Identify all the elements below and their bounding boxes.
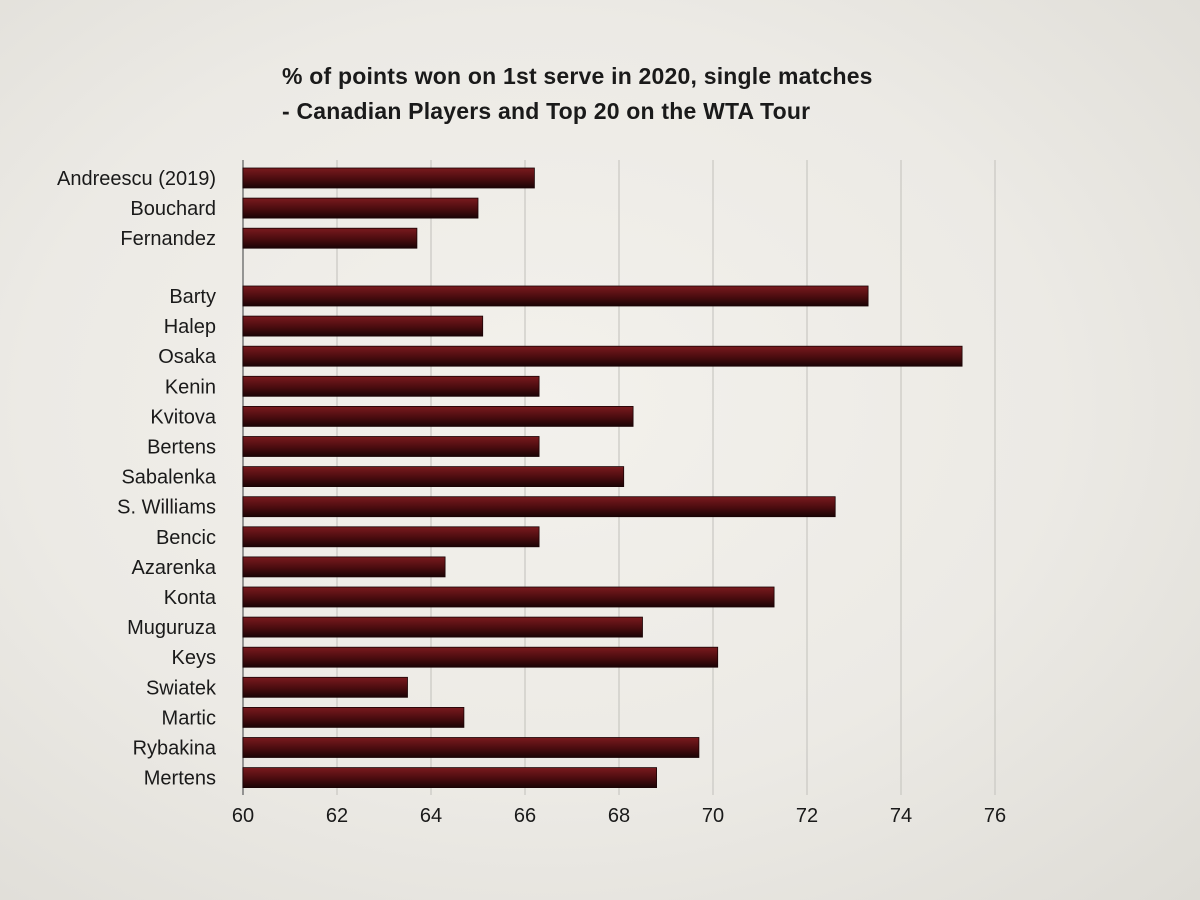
chart-title-line-2: - Canadian Players and Top 20 on the WTA… xyxy=(282,98,811,124)
x-tick-label: 72 xyxy=(796,805,818,827)
bar-halep xyxy=(242,315,484,337)
bar-barty xyxy=(242,285,869,307)
bar-keys xyxy=(242,646,719,668)
x-tick-label: 62 xyxy=(326,805,348,827)
bar-konta xyxy=(242,586,775,608)
category-label: Muguruza xyxy=(127,617,217,639)
category-label: Kvitova xyxy=(150,406,216,428)
bar-bencic xyxy=(242,526,540,548)
category-label: Rybakina xyxy=(133,738,217,760)
bar-sabalenka xyxy=(242,466,625,488)
bar-fernandez xyxy=(242,227,418,249)
x-tick-label: 74 xyxy=(890,805,912,827)
x-tick-label: 64 xyxy=(420,805,442,827)
category-label: S. Williams xyxy=(117,497,216,519)
category-label: Bencic xyxy=(156,527,216,549)
x-tick-label: 68 xyxy=(608,805,630,827)
category-label: Bertens xyxy=(147,437,216,459)
category-label: Fernandez xyxy=(120,228,216,250)
category-label: Barty xyxy=(169,286,216,308)
x-tick-label: 76 xyxy=(984,805,1006,827)
bar-mertens xyxy=(242,767,658,788)
category-label: Halep xyxy=(164,316,216,338)
category-label: Sabalenka xyxy=(121,467,216,489)
category-label: Andreescu (2019) xyxy=(57,168,216,190)
bar-bouchard xyxy=(242,197,479,219)
bar-s-williams xyxy=(242,496,836,518)
bar-azarenka xyxy=(242,556,446,578)
bar-bertens xyxy=(242,436,540,457)
bar-osaka xyxy=(242,345,963,367)
category-label: Keys xyxy=(172,647,216,669)
x-tick-label: 66 xyxy=(514,805,536,827)
x-axis-ticks: 60 62 64 66 68 70 72 74 76 xyxy=(232,805,1006,827)
category-label: Osaka xyxy=(158,346,217,368)
category-label: Kenin xyxy=(165,376,216,398)
bar-rybakina xyxy=(242,737,700,758)
bar-kenin xyxy=(242,375,540,397)
category-label: Bouchard xyxy=(130,198,216,220)
category-label: Swiatek xyxy=(146,677,217,699)
bar-swiatek xyxy=(242,676,408,698)
bars xyxy=(242,167,963,788)
category-label: Azarenka xyxy=(132,557,217,579)
bar-kvitova xyxy=(242,405,634,427)
x-tick-label: 70 xyxy=(702,805,724,827)
category-labels: Andreescu (2019) Bouchard Fernandez Barty Ha… xyxy=(57,168,217,790)
category-label: Mertens xyxy=(144,768,216,790)
category-label: Konta xyxy=(164,587,217,609)
category-label: Martic xyxy=(162,707,216,729)
x-tick-label: 60 xyxy=(232,805,254,827)
bar-andreescu-2019 xyxy=(242,167,535,189)
bar-muguruza xyxy=(242,616,643,638)
chart-title-line-1: % of points won on 1st serve in 2020, si… xyxy=(282,63,873,89)
bar-martic xyxy=(242,707,465,728)
